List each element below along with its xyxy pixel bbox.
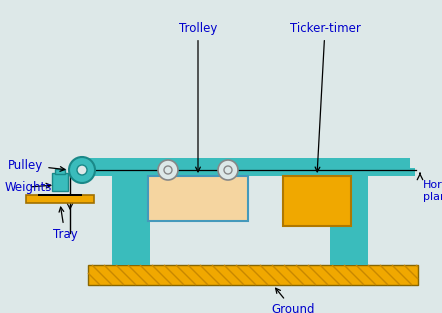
Bar xyxy=(75,158,410,176)
Text: Ground: Ground xyxy=(271,288,315,313)
Bar xyxy=(330,176,368,265)
Bar xyxy=(148,176,248,221)
Circle shape xyxy=(158,160,178,180)
Bar xyxy=(52,173,68,191)
Text: Tray: Tray xyxy=(53,207,77,241)
Text: Horizontal
plane: Horizontal plane xyxy=(423,180,442,202)
Circle shape xyxy=(77,165,87,175)
Bar xyxy=(112,176,150,265)
Text: Trolley: Trolley xyxy=(179,22,217,172)
Circle shape xyxy=(218,160,238,180)
Circle shape xyxy=(164,166,172,174)
Bar xyxy=(26,195,94,203)
Circle shape xyxy=(224,166,232,174)
Bar xyxy=(88,265,418,285)
Bar xyxy=(55,169,65,174)
Circle shape xyxy=(69,157,95,183)
Text: Ticker-timer: Ticker-timer xyxy=(290,22,360,172)
Bar xyxy=(283,176,351,226)
Bar xyxy=(70,168,415,176)
Text: Weights: Weights xyxy=(5,181,52,193)
Text: Pulley: Pulley xyxy=(8,158,65,172)
